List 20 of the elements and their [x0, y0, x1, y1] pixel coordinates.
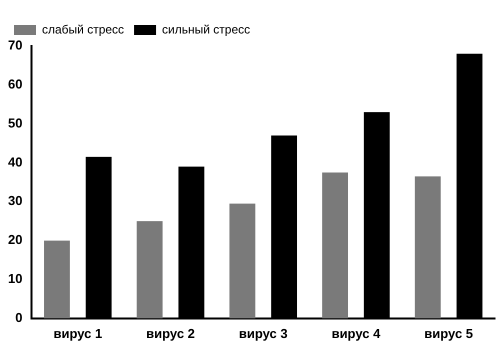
y-tick-label: 0 [15, 310, 22, 325]
y-tick-label: 60 [8, 76, 22, 92]
y-tick-label: 50 [8, 115, 22, 130]
bar [322, 172, 348, 318]
y-tick-label: 10 [8, 271, 22, 286]
x-tick-label: вирус 2 [146, 326, 195, 341]
y-tick-label: 30 [8, 193, 22, 208]
bar [229, 204, 256, 318]
x-tick-label: вирус 1 [53, 326, 102, 341]
legend-label: сильный стресс [162, 22, 250, 36]
legend-label: слабый стресс [42, 22, 124, 36]
bar [136, 221, 163, 318]
y-tick-label: 40 [8, 154, 22, 170]
x-tick-label: вирус 3 [238, 326, 288, 341]
y-tick-label: 70 [8, 38, 22, 53]
x-tick-label: вирус 4 [332, 326, 382, 341]
y-tick-label: 20 [8, 232, 22, 248]
bar [44, 240, 70, 318]
bar [414, 176, 441, 318]
x-tick-label: вирус 5 [424, 326, 474, 341]
